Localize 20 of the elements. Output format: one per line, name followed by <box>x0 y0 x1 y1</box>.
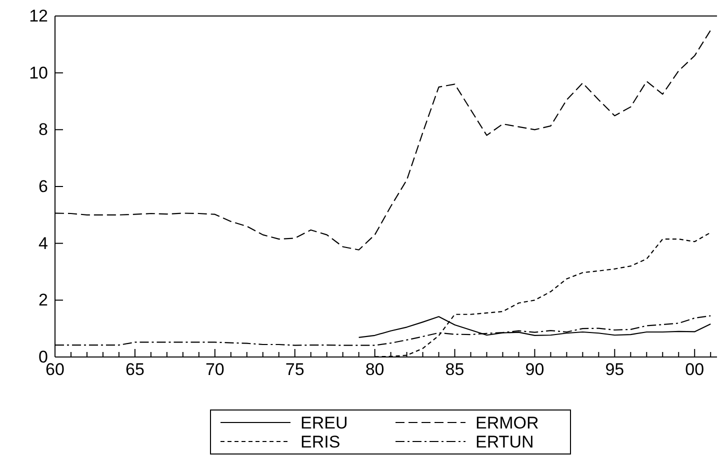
x-tick-label: 90 <box>525 360 544 380</box>
x-tick-label: 65 <box>125 360 144 380</box>
x-tick-label: 85 <box>445 360 464 380</box>
x-tick-label: 70 <box>205 360 224 380</box>
y-tick-label: 10 <box>29 63 48 82</box>
legend-label: ERIS <box>300 432 340 452</box>
y-tick-label: 6 <box>38 176 48 196</box>
x-tick-label: 80 <box>365 360 384 380</box>
legend-label: ERTUN <box>476 432 534 452</box>
legend-label: ERMOR <box>476 413 539 432</box>
y-tick-label: 2 <box>38 290 48 310</box>
y-tick-label: 8 <box>38 120 48 140</box>
x-tick-label: 00 <box>685 360 704 380</box>
y-tick-label: 4 <box>38 234 48 253</box>
legend-label: EREU <box>300 413 348 432</box>
y-tick-label: 12 <box>29 6 48 26</box>
x-tick-label: 75 <box>285 360 304 380</box>
y-tick-label: 0 <box>38 347 48 366</box>
x-tick-label: 60 <box>46 360 64 380</box>
x-tick-label: 95 <box>605 360 624 380</box>
